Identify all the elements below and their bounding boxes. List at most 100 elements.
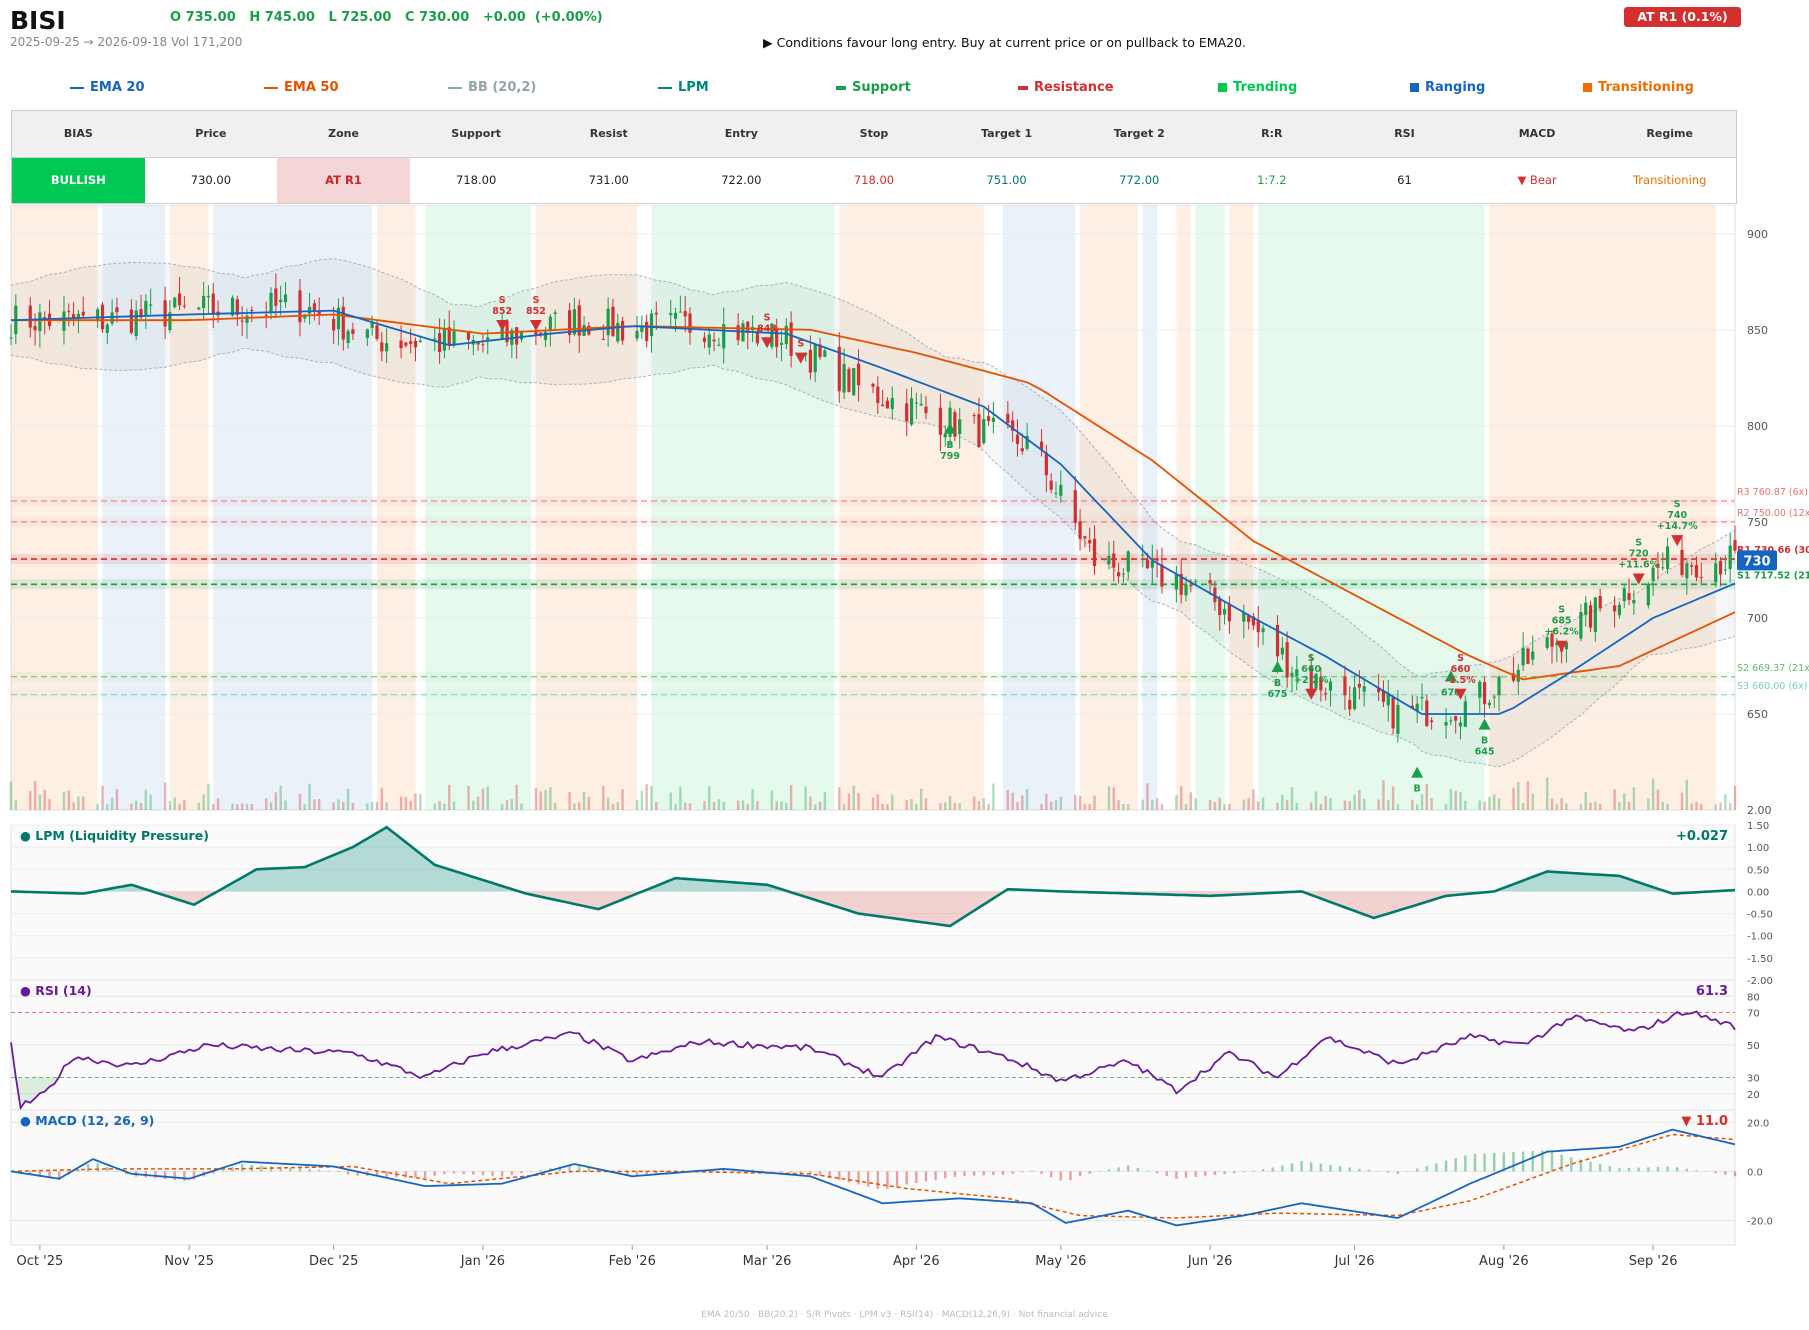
candle-body [534, 331, 538, 336]
signal-label: 720 [1629, 549, 1649, 560]
rsi-tick-label: 30 [1747, 1074, 1760, 1085]
chart-area: 650 700 750 800 850 900 2.00 R3 760.87 (6x) R2 7… [9, 205, 1809, 1269]
candle [1651, 565, 1655, 597]
summary-header: Target 1 [940, 111, 1073, 158]
candle [1492, 694, 1496, 708]
candle [789, 311, 793, 368]
last-price-badge [1737, 550, 1777, 571]
legend-item-bb-20-2: BB (20,2) [448, 80, 536, 95]
candle [1449, 716, 1453, 726]
macd-hist-bar [944, 1171, 947, 1179]
candle [346, 328, 350, 349]
signal-label: S [1558, 605, 1565, 616]
candle-body [1444, 722, 1448, 726]
candle-body [1295, 669, 1299, 677]
volume-bar [1449, 789, 1453, 810]
candle-body [1275, 624, 1280, 657]
macd-hist-bar [375, 1171, 379, 1177]
legend-swatch [1583, 83, 1592, 92]
macd-panel-frame [10, 1109, 1736, 1246]
candle-body [553, 312, 557, 315]
macd-hist-bar [1541, 1150, 1544, 1172]
candle-body [500, 324, 504, 339]
volume-bar [236, 804, 239, 810]
candle-body [620, 321, 625, 341]
volume-bar [366, 803, 369, 810]
volume-bar [433, 803, 436, 810]
macd-hist-bar [1444, 1160, 1448, 1172]
last-price-tag: 730 [1737, 550, 1777, 571]
candle-body [601, 338, 605, 340]
level-label-r2: R2 750.00 (12x) [1737, 508, 1809, 519]
macd-hist-bar [1483, 1153, 1486, 1172]
volume-bar [708, 785, 711, 810]
volume-bar [1459, 791, 1462, 810]
candle-body [1015, 434, 1020, 445]
macd-hist-bar [192, 1171, 196, 1180]
candle-body [1054, 492, 1058, 494]
candle [909, 387, 914, 427]
candle-body [43, 317, 47, 320]
candle [442, 319, 447, 359]
candle-body [1160, 564, 1164, 587]
candle [649, 309, 654, 353]
level-label-s2: S2 669.37 (21x) [1737, 663, 1809, 674]
candle-body [702, 337, 707, 342]
volume-bar [1213, 802, 1217, 810]
volume-bar [500, 804, 504, 810]
candle [1699, 562, 1703, 585]
macd-hist-bar [1704, 1171, 1708, 1172]
volume-bar [207, 783, 210, 810]
summary-col-resist: Resist 731.00 [542, 111, 677, 203]
candle [1020, 433, 1024, 455]
candle [1352, 675, 1357, 711]
volume-bar [1618, 802, 1621, 810]
volume-bar [736, 800, 740, 810]
volume-bar [780, 801, 783, 810]
x-tick-label: May '26 [1035, 1254, 1086, 1269]
summary-value: 722.00 [675, 158, 808, 203]
volume-bar [948, 796, 952, 810]
macd-hist-bar [972, 1171, 976, 1176]
legend-item-resistance: Resistance [1018, 80, 1114, 95]
candle-body [972, 415, 976, 417]
bb-lower-line [10, 347, 1736, 768]
candle-body [1020, 448, 1024, 452]
candle-body [413, 340, 418, 348]
macd-hist-bar [1117, 1167, 1120, 1172]
volume-bar [1295, 803, 1298, 810]
candle [1309, 653, 1313, 690]
volume-bar [1208, 799, 1212, 810]
candle [606, 297, 610, 347]
volume-bar [982, 798, 985, 810]
volume-bar [1276, 802, 1279, 810]
volume-bar [38, 794, 42, 810]
candle-body [741, 323, 745, 342]
macd-hist-bar [1695, 1170, 1698, 1172]
macd-hist-bar [1425, 1165, 1428, 1172]
volume-bar [645, 784, 648, 810]
summary-col-regime: Regime Transitioning [1603, 111, 1736, 203]
macd-hist-bar [404, 1171, 408, 1178]
candle-body [317, 310, 321, 317]
macd-hist-bar [29, 1171, 32, 1175]
candle-body [1718, 560, 1723, 575]
signal-label: 660 [1451, 664, 1471, 675]
candle-body [1314, 673, 1318, 689]
candle [9, 324, 13, 346]
volume-bar [1078, 795, 1082, 810]
candle [1319, 667, 1323, 702]
lpm-tick-label: 1.00 [1747, 843, 1769, 854]
volume-bar [1054, 800, 1058, 810]
volume-bar [602, 785, 605, 810]
x-tick-label: Feb '26 [609, 1254, 656, 1269]
signal-label: 799 [940, 451, 960, 462]
candle-body [982, 419, 986, 444]
summary-col-macd: MACD ▼ Bear [1470, 111, 1605, 203]
candle-body [852, 368, 856, 396]
candle [1348, 686, 1352, 717]
macd-hist-bar [1627, 1167, 1631, 1172]
